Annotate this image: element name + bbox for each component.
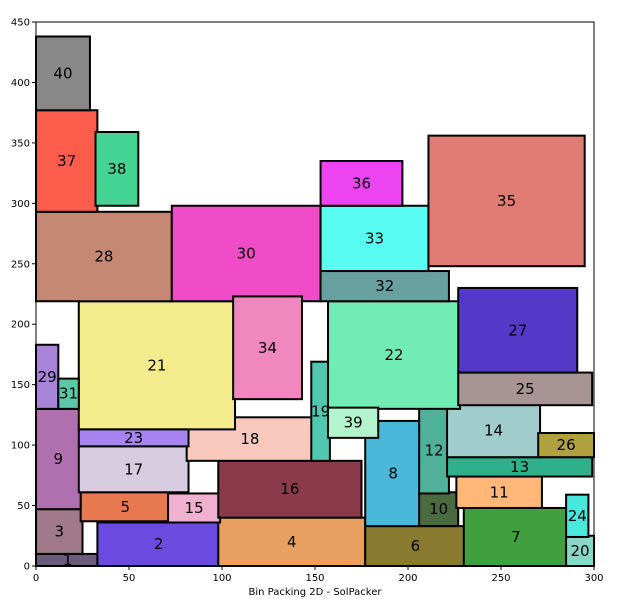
item-label-38: 38 [107, 160, 126, 178]
item-label-40: 40 [53, 64, 72, 82]
item-label-37: 37 [57, 152, 76, 170]
item-label-26: 26 [557, 436, 576, 454]
item-rect-36 [319, 160, 404, 207]
x-tick-label: 100 [212, 573, 231, 584]
item-rect-22 [327, 300, 462, 410]
item-label-32: 32 [375, 277, 394, 295]
x-tick-label: 50 [123, 573, 136, 584]
item-label-7: 7 [511, 528, 521, 546]
x-tick-label: 200 [398, 573, 417, 584]
y-tick-label: 350 [11, 138, 30, 149]
item-rect-23 [77, 428, 190, 448]
x-tick-label: 150 [305, 573, 324, 584]
item-rect-40 [35, 35, 91, 112]
y-tick-label: 0 [24, 562, 30, 573]
item-label-18: 18 [240, 430, 259, 448]
item-rect-35 [427, 134, 586, 268]
x-axis-label: Bin Packing 2D - SolPacker [249, 587, 383, 598]
item-label-16: 16 [280, 480, 299, 498]
item-labels: 1234567891011121314151617181920212223242… [38, 64, 590, 569]
item-label-11: 11 [490, 483, 509, 501]
item-label-4: 4 [287, 533, 297, 551]
item-label-31: 31 [59, 385, 78, 403]
y-tick-label: 450 [11, 18, 30, 29]
item-rect-12 [418, 406, 450, 495]
item-label-19: 19 [311, 402, 330, 420]
item-label-34: 34 [258, 339, 277, 357]
item-rect-4 [217, 516, 367, 568]
item-label-24: 24 [568, 507, 587, 525]
item-label-36: 36 [352, 174, 371, 192]
y-tick-label: 100 [11, 441, 30, 452]
item-label-29: 29 [38, 368, 57, 386]
y-tick-label: 50 [17, 501, 30, 512]
y-tick-label: 200 [11, 320, 30, 331]
item-label-3: 3 [54, 523, 64, 541]
x-tick-label: 300 [584, 573, 603, 584]
item-label-22: 22 [385, 346, 404, 364]
item-label-33: 33 [365, 229, 384, 247]
item-rect-25 [457, 371, 594, 407]
item-rect-16 [217, 459, 363, 519]
y-tick-label: 150 [11, 380, 30, 391]
item-label-8: 8 [388, 465, 398, 483]
x-axis-ticks: 0 50 100 150 200 250 300 [33, 566, 604, 584]
item-rect-2 [96, 521, 222, 567]
item-rect-34 [232, 295, 303, 401]
item-label-35: 35 [497, 192, 516, 210]
item-rect-32 [319, 270, 450, 303]
item-rect-31 [57, 377, 80, 410]
item-rect-33 [319, 204, 430, 273]
packed-items [35, 35, 596, 568]
item-label-15: 15 [185, 499, 204, 517]
y-axis-ticks: 0 50 100 150 200 250 300 350 400 450 [11, 18, 36, 573]
y-tick-label: 250 [11, 259, 30, 270]
item-label-21: 21 [147, 356, 166, 374]
item-rect-38 [94, 131, 140, 207]
item-label-14: 14 [484, 422, 503, 440]
item-rect-37 [35, 109, 99, 213]
item-rect-17 [77, 445, 190, 494]
item-label-20: 20 [571, 542, 590, 560]
item-rect-26 [537, 432, 596, 459]
item-label-12: 12 [424, 442, 443, 460]
item-rect-21 [77, 300, 237, 431]
x-tick-label: 0 [33, 573, 39, 584]
item-rect-24 [565, 493, 590, 538]
item-label-30: 30 [237, 245, 256, 263]
item-label-6: 6 [411, 537, 421, 555]
item-label-28: 28 [94, 248, 113, 266]
item-label-10: 10 [429, 500, 448, 518]
item-label-5: 5 [121, 498, 131, 516]
item-label-27: 27 [508, 321, 527, 339]
item-rect-30 [170, 204, 322, 303]
item-label-25: 25 [516, 380, 535, 398]
item-label-1: 1 [63, 551, 73, 569]
item-label-2: 2 [154, 535, 164, 553]
item-label-23: 23 [124, 429, 143, 447]
item-rect-15 [167, 492, 222, 524]
item-label-9: 9 [54, 450, 64, 468]
y-tick-label: 400 [11, 78, 30, 89]
item-label-39: 39 [344, 414, 363, 432]
y-tick-label: 300 [11, 199, 30, 210]
item-label-17: 17 [124, 460, 143, 478]
item-rect-27 [457, 286, 579, 374]
x-tick-label: 250 [491, 573, 510, 584]
item-rect-10 [418, 491, 460, 528]
item-label-13: 13 [510, 458, 529, 476]
item-rect-5 [79, 491, 171, 523]
item-rect-39 [327, 406, 380, 439]
